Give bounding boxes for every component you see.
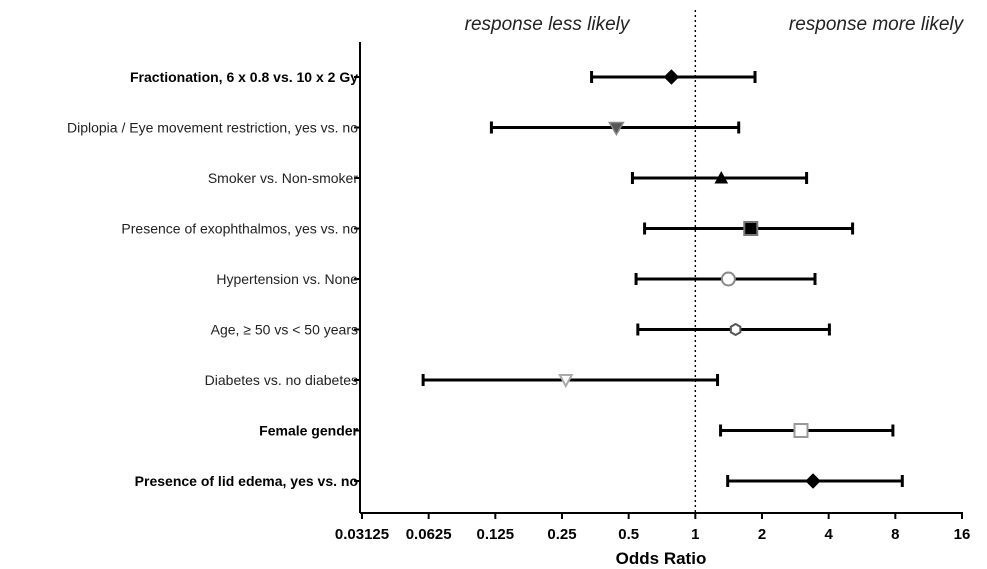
point-estimate-marker (720, 271, 736, 287)
forest-row: Hypertension vs. None (216, 271, 817, 287)
x-tick-label: 4 (824, 526, 833, 543)
row-label: Presence of exophthalmos, yes vs. no (121, 221, 358, 237)
x-tick-label: 0.0625 (406, 526, 452, 543)
point-estimate-marker (729, 322, 742, 337)
point-estimate-marker (558, 374, 574, 389)
forest-row: Presence of lid edema, yes vs. no (135, 473, 904, 489)
row-label: Diabetes vs. no diabetes (205, 372, 358, 388)
annotation-more-likely: response more likely (789, 14, 965, 35)
row-label: Hypertension vs. None (216, 271, 358, 287)
x-tick-label: 8 (891, 526, 899, 543)
forest-row: Age, ≥ 50 vs < 50 years (211, 322, 831, 338)
point-estimate-marker (714, 170, 729, 184)
row-label: Smoker vs. Non-smoker (208, 170, 358, 186)
forest-row: Fractionation, 6 x 0.8 vs. 10 x 2 Gy (130, 69, 757, 85)
forest-row: Presence of exophthalmos, yes vs. no (121, 221, 855, 237)
x-tick-label: 0.5 (618, 526, 639, 543)
point-estimate-marker (743, 221, 759, 236)
x-tick-label: 0.03125 (335, 526, 389, 543)
rows-group: Fractionation, 6 x 0.8 vs. 10 x 2 Gy Dipl… (67, 69, 904, 489)
x-ticks-group: 0.03125 0.0625 0.125 0.25 0.5 1 2 4 8 16 (335, 513, 970, 543)
x-axis-label: Odds Ratio (616, 549, 707, 568)
row-label: Age, ≥ 50 vs < 50 years (211, 322, 358, 338)
forest-row: Diabetes vs. no diabetes (205, 372, 720, 389)
point-estimate-marker (805, 473, 821, 489)
annotation-less-likely: response less likely (465, 14, 631, 35)
x-tick-label: 16 (954, 526, 971, 543)
axes-group (359, 42, 963, 514)
annotation-group: response less likely response more likel… (465, 14, 965, 35)
x-tick-label: 0.125 (477, 526, 515, 543)
row-label: Female gender (259, 423, 358, 439)
forest-row: Diplopia / Eye movement restriction, yes… (67, 120, 741, 136)
row-label: Presence of lid edema, yes vs. no (135, 473, 358, 489)
x-tick-label: 2 (758, 526, 766, 543)
x-tick-label: 1 (691, 526, 699, 543)
forest-row: Smoker vs. Non-smoker (208, 170, 809, 186)
point-estimate-marker (793, 423, 809, 438)
point-estimate-marker (663, 69, 680, 85)
forest-row: Female gender (259, 423, 895, 439)
row-label: Fractionation, 6 x 0.8 vs. 10 x 2 Gy (130, 69, 358, 85)
row-label: Diplopia / Eye movement restriction, yes… (67, 120, 358, 136)
x-tick-label: 0.25 (547, 526, 576, 543)
point-estimate-marker (608, 121, 625, 136)
